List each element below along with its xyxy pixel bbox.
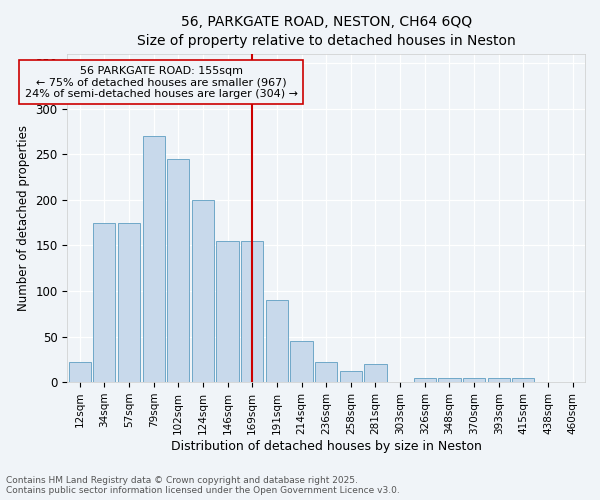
Bar — [439, 378, 461, 382]
Bar — [488, 378, 510, 382]
Title: 56, PARKGATE ROAD, NESTON, CH64 6QQ
Size of property relative to detached houses: 56, PARKGATE ROAD, NESTON, CH64 6QQ Size… — [137, 15, 515, 48]
Text: 56 PARKGATE ROAD: 155sqm
← 75% of detached houses are smaller (967)
24% of semi-: 56 PARKGATE ROAD: 155sqm ← 75% of detach… — [25, 66, 298, 99]
Bar — [143, 136, 165, 382]
Bar — [192, 200, 214, 382]
Bar — [68, 362, 91, 382]
Text: Contains HM Land Registry data © Crown copyright and database right 2025.
Contai: Contains HM Land Registry data © Crown c… — [6, 476, 400, 495]
Bar — [364, 364, 386, 382]
Bar — [118, 222, 140, 382]
Bar — [93, 222, 115, 382]
X-axis label: Distribution of detached houses by size in Neston: Distribution of detached houses by size … — [171, 440, 482, 452]
Bar — [167, 158, 190, 382]
Bar — [290, 341, 313, 382]
Bar — [217, 241, 239, 382]
Bar — [413, 378, 436, 382]
Bar — [241, 241, 263, 382]
Bar — [512, 378, 535, 382]
Bar — [340, 371, 362, 382]
Bar — [315, 362, 337, 382]
Bar — [266, 300, 288, 382]
Bar — [463, 378, 485, 382]
Y-axis label: Number of detached properties: Number of detached properties — [17, 125, 30, 311]
